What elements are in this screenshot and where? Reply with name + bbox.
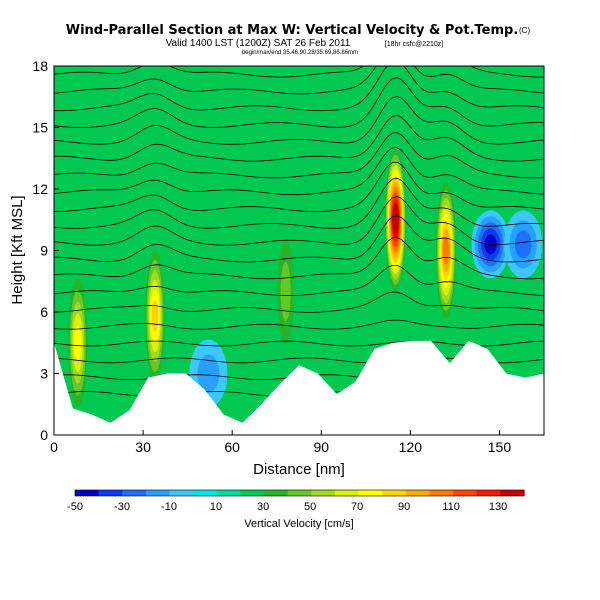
theta-contour-304 — [54, 319, 544, 330]
colorbar-tick-110: 110 — [442, 501, 460, 513]
y-tick-label-0: 0 — [40, 427, 48, 443]
colorbar: -50 -30 -10 10 30 50 70 90 110 130 — [67, 489, 525, 513]
terrain-mask — [54, 340, 544, 435]
colorbar-swatch-6 — [216, 490, 241, 496]
colorbar-swatch-12 — [358, 490, 383, 496]
colorbar-swatch-15 — [429, 490, 454, 496]
colorbar-tick-30: 30 — [257, 501, 269, 513]
colorbar-tick--50: -50 — [67, 501, 83, 513]
x-axis-label: Distance [nm] — [253, 461, 345, 478]
theta-contour-310 — [54, 237, 544, 280]
colorbar-swatch-8 — [264, 490, 289, 496]
colorbar-swatch-13 — [382, 490, 407, 496]
colorbar-swatch-17 — [476, 490, 501, 496]
colorbar-swatch-11 — [334, 490, 360, 496]
colorbar-tick-130: 130 — [489, 501, 507, 513]
terrain-shape — [54, 340, 544, 435]
theta-contour-306 — [54, 291, 544, 313]
x-tick-label-90: 90 — [313, 439, 329, 455]
updraft-core-4 — [280, 262, 291, 321]
theta-contour-326 — [54, 96, 544, 145]
y-tick-label-3: 3 — [40, 366, 48, 382]
x-axis: 0 30 60 90 120 150 — [50, 430, 511, 455]
plot-area — [54, 66, 544, 435]
y-tick-label-9: 9 — [40, 243, 48, 259]
theta-contour-308 — [54, 265, 544, 296]
colorbar-swatch-1 — [98, 490, 123, 496]
chart-subtitle: Valid 1400 LST (1200Z) SAT 26 Feb 2011 — [166, 38, 351, 49]
colorbar-swatch-0 — [75, 490, 100, 496]
x-tick-label-60: 60 — [224, 439, 240, 455]
theta-contour-334 — [54, 66, 544, 78]
theta-contour-318 — [54, 161, 544, 212]
y-tick-label-6: 6 — [40, 304, 48, 320]
y-tick-label-18: 18 — [32, 58, 48, 74]
theta-contour-328 — [54, 77, 544, 128]
chart-subtitle-extra: [18hr csfc@2210z] — [385, 41, 444, 48]
colorbar-swatch-3 — [145, 490, 171, 496]
colorbar-swatch-4 — [169, 490, 194, 496]
colorbar-label: Vertical Velocity [cm/s] — [244, 518, 353, 530]
colorbar-swatch-18 — [500, 490, 525, 496]
colorbar-swatch-14 — [405, 490, 430, 496]
colorbar-tick-50: 50 — [304, 501, 316, 513]
theta-contour-332 — [54, 66, 544, 95]
colorbar-frame — [74, 489, 525, 497]
chart-title: Wind-Parallel Section at Max W: Vertical… — [66, 23, 519, 38]
x-tick-label-120: 120 — [399, 439, 423, 455]
updraft-core-3 — [74, 325, 82, 361]
updraft-core-0 — [392, 208, 399, 232]
updraft-core-2 — [151, 300, 159, 333]
downdraft-core-2 — [197, 354, 220, 393]
theta-contour-312 — [54, 215, 544, 263]
colorbar-swatch-10 — [311, 490, 336, 496]
theta-contour-316 — [54, 177, 544, 229]
theta-contour-322 — [54, 132, 544, 179]
x-tick-label-0: 0 — [50, 439, 58, 455]
colorbar-swatch-5 — [193, 490, 218, 496]
x-tick-label-30: 30 — [135, 439, 151, 455]
updraft-core-1 — [443, 236, 449, 265]
colorbar-tick-70: 70 — [351, 501, 363, 513]
colorbar-tick--10: -10 — [161, 501, 177, 513]
y-axis: 0 3 6 9 12 15 18 — [32, 58, 59, 443]
colorbar-tick-90: 90 — [398, 501, 410, 513]
downdraft-core-1 — [514, 230, 532, 259]
theta-contour-320 — [54, 147, 544, 196]
copyright-mark: (C) — [519, 26, 530, 35]
colorbar-tick-10: 10 — [210, 501, 222, 513]
colorbar-swatch-2 — [122, 490, 147, 496]
x-tick-label-150: 150 — [488, 439, 512, 455]
colorbar-swatch-9 — [287, 490, 312, 496]
y-axis-label: Height [Kft MSL] — [9, 195, 26, 304]
colorbar-swatch-7 — [240, 490, 265, 496]
y-tick-label-12: 12 — [32, 181, 48, 197]
theta-contour-314 — [54, 196, 544, 246]
chart-subtitle-coords: begin/max/end 35.46,90.28/35.69,86.86mm — [242, 50, 358, 56]
theta-contour-302 — [54, 340, 544, 347]
theta-contour-330 — [54, 66, 544, 112]
colorbar-tick--30: -30 — [114, 501, 130, 513]
theta-contour-324 — [54, 114, 544, 162]
y-tick-label-15: 15 — [32, 120, 48, 136]
colorbar-swatch-16 — [453, 490, 478, 496]
